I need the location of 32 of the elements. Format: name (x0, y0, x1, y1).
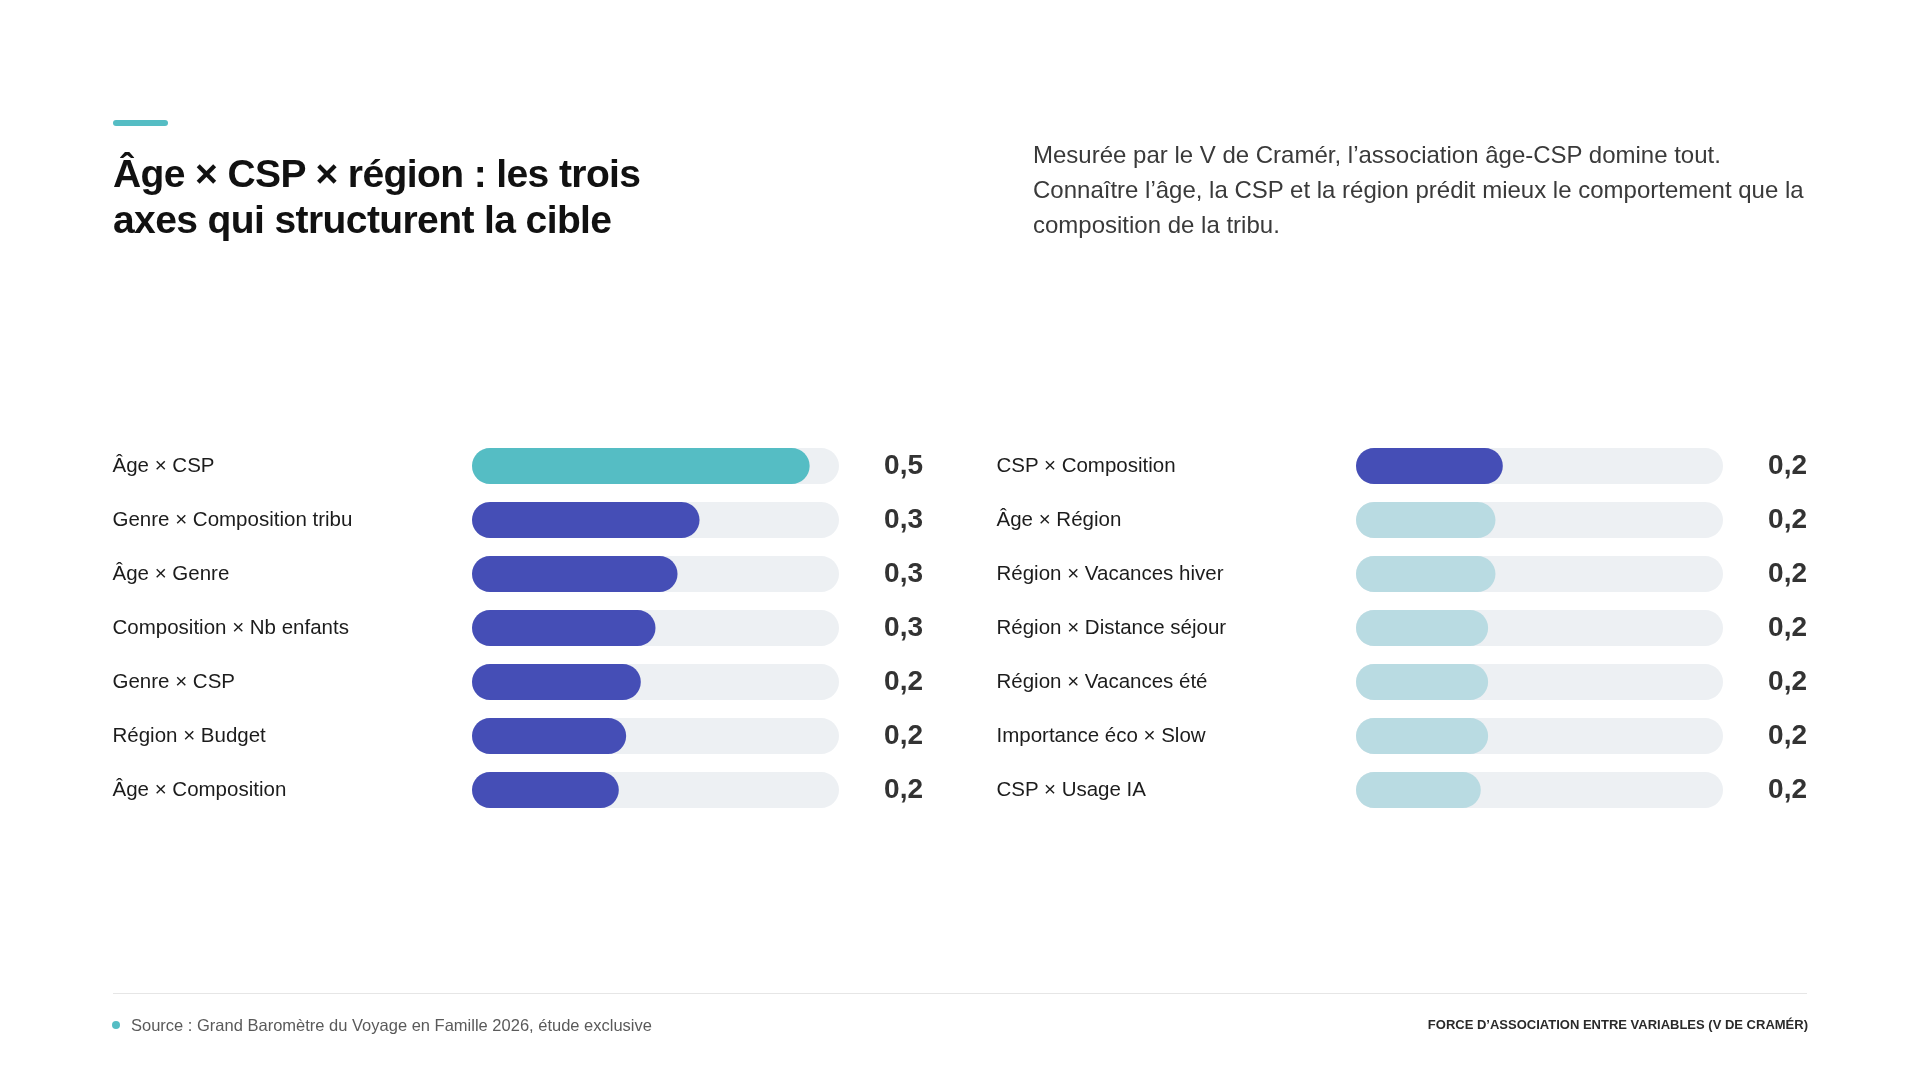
data-label: 0,5 (884, 449, 923, 480)
data-label: 0,3 (884, 611, 923, 642)
data-label: 0,2 (1768, 557, 1807, 588)
data-label: 0,2 (1768, 449, 1807, 480)
chart-title: Âge × CSP × région : les trois axes qui structurent la cible (113, 151, 642, 243)
chart-subtitle: Mesurée par le V de Cramér, l’association âge-CSP domine tout. Connaître l’âge, la CSP et la région prédit mieux le comportement que la composition de la tribu. (1033, 140, 1805, 240)
y-tick-label: CSP × Usage IA (996, 777, 1147, 800)
source-note: Source : Grand Baromètre du Voyage en Famille 2026, étude exclusive (131, 1015, 652, 1035)
y-tick-label: Genre × Composition tribu (112, 507, 353, 530)
data-label: 0,3 (884, 503, 923, 534)
data-label: 0,2 (884, 773, 923, 804)
data-label: 0,2 (1768, 719, 1807, 750)
y-tick-label: Composition × Nb enfants (112, 615, 349, 638)
data-label: 0,2 (884, 665, 923, 696)
data-label: 0,2 (1768, 611, 1807, 642)
y-tick-label: CSP × Composition (996, 453, 1176, 476)
y-tick-label: Région × Vacances hiver (996, 561, 1224, 584)
data-label: 0,3 (884, 557, 923, 588)
data-label: 0,2 (884, 719, 923, 750)
data-label: 0,2 (1768, 773, 1807, 804)
y-tick-label: Âge × Genre (112, 561, 230, 584)
y-tick-label: Importance éco × Slow (996, 723, 1206, 746)
y-tick-label: Région × Budget (112, 723, 267, 746)
y-tick-label: Région × Vacances été (996, 669, 1208, 692)
y-tick-label: Âge × Composition (112, 777, 287, 800)
data-label: 0,2 (1768, 503, 1807, 534)
y-tick-label: Âge × CSP (112, 453, 215, 476)
y-tick-label: Âge × Région (996, 507, 1122, 530)
y-tick-label: Genre × CSP (112, 669, 235, 692)
data-label: 0,2 (1768, 665, 1807, 696)
y-tick-label: Région × Distance séjour (996, 615, 1227, 638)
text: FORCE D’ASSOCIATION ENTRE VARIABLES (V DE CRAMÉR) (1427, 1016, 1808, 1034)
